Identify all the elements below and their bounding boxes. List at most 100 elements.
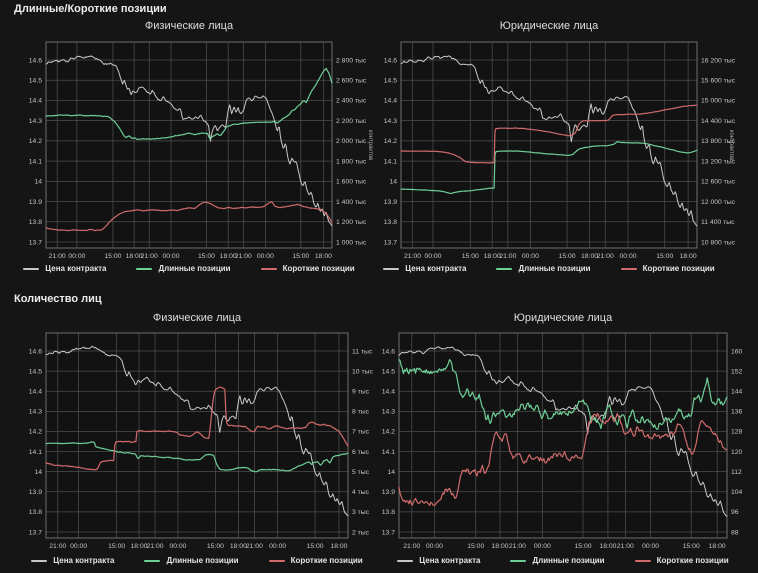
left-tick-label: 14.2: [29, 138, 42, 145]
legend-line-swatch: [620, 267, 637, 270]
y-axis-left: 14.6 14.5 14.4 14.3 14.2 14.1 14 13.9 13.8 13.7: [29, 348, 42, 536]
legend-label: Длинные позиции: [518, 264, 591, 273]
right-tick-label: 13 200 тыс: [701, 158, 736, 165]
x-tick-label: 18:00: [126, 253, 143, 260]
left-tick-label: 14: [34, 179, 42, 186]
grid: [46, 42, 332, 248]
right-tick-label: 11 400 тыс: [701, 219, 735, 226]
series-long: [45, 67, 333, 140]
legend-label: Цена контракта: [405, 264, 467, 273]
left-tick-label: 13.8: [29, 509, 42, 516]
x-tick-label: 15:00: [104, 253, 121, 260]
legend-line-swatch: [268, 559, 285, 562]
grid: [399, 333, 727, 538]
right-tick-label: 2 600 тыс: [336, 78, 367, 85]
left-tick-label: 14.4: [29, 389, 42, 396]
x-tick-label: 00:00: [620, 253, 637, 260]
x-tick-label: 00:00: [68, 253, 85, 260]
right-tick-label: 13 800 тыс: [701, 138, 736, 145]
grid: [401, 42, 697, 248]
x-tick-label: 21:00: [499, 253, 516, 260]
section-header-counts: Количество лиц: [14, 293, 102, 305]
x-tick-label: 00:00: [162, 253, 179, 260]
legend-label: Цена контракта: [45, 264, 107, 273]
left-tick-label: 14.6: [382, 348, 395, 355]
right-tick-label: 9 тыс: [352, 389, 370, 396]
chart-canvas: 14.6 14.5 14.4 14.3 14.2 14.1 14 13.9 13.8 13.7 16…: [382, 332, 743, 550]
right-tick-label: 112: [731, 469, 742, 476]
chart-legend: Цена контракта Длинные позиции Короткие по…: [23, 264, 355, 273]
right-tick-label: 10 тыс: [352, 368, 373, 375]
left-tick-label: 14.2: [382, 429, 395, 436]
x-tick-label: 18:00: [581, 253, 598, 260]
x-tick-label: 00:00: [424, 253, 441, 260]
legend-label: Короткие позиции: [282, 264, 355, 273]
legend-line-swatch: [144, 559, 161, 562]
series-long: [400, 141, 698, 195]
chart-title: Физические лица: [144, 20, 234, 32]
chart-canvas: 14.6 14.5 14.4 14.3 14.2 14.1 14 13.9 13.8 13.7 16…: [384, 41, 736, 260]
right-tick-label: 10 800 тыс: [701, 239, 736, 246]
legend-label: Длинные позиции: [532, 556, 605, 565]
x-tick-label: 15:00: [108, 543, 125, 550]
x-tick-label: 18:00: [220, 253, 237, 260]
x-tick-label: 18:00: [230, 543, 247, 550]
x-tick-label: 15:00: [462, 253, 479, 260]
left-tick-label: 13.9: [382, 489, 395, 496]
y-axis-right: 11 тыс 10 тыс 9 тыс 8 тыс 7 тыс 6 тыс 5 тыс 4 т…: [352, 348, 373, 536]
chart-positions-individuals: Физические лица 14.6 14.5 14.4 14.3 14.2 14.1…: [0, 16, 379, 293]
right-tick-label: 120: [731, 449, 743, 456]
legend-line-swatch: [260, 267, 277, 270]
chart-legend: Цена контракта Длинные позиции Короткие по…: [31, 556, 363, 565]
x-tick-label: 18:00: [315, 253, 332, 260]
legend-label: Короткие позиции: [656, 556, 729, 565]
legend-line-swatch: [634, 559, 651, 562]
x-tick-label: 18:00: [599, 543, 616, 550]
x-tick-label: 15:00: [467, 543, 484, 550]
grid: [46, 333, 348, 538]
left-tick-label: 13.7: [382, 529, 395, 536]
x-tick-label: 15:00: [683, 543, 700, 550]
legend-line-swatch: [31, 559, 48, 562]
right-tick-label: 3 тыс: [352, 509, 370, 516]
left-tick-label: 14.4: [382, 389, 395, 396]
left-tick-label: 13.8: [384, 219, 397, 226]
section-header-positions: Длинные/Короткие позиции: [14, 3, 167, 15]
x-tick-label: 21:00: [246, 543, 263, 550]
legend-item-long: Длинные позиции: [510, 556, 605, 565]
series-price: [45, 345, 349, 517]
legend-item-price: Цена контракта: [397, 556, 480, 565]
x-tick-label: 15:00: [307, 543, 324, 550]
chart-counts-legal-entities: Юридические лица 14.6 14.5 14.4 14.3 14.2 14.…: [379, 306, 758, 573]
x-tick-label: 21:00: [147, 543, 164, 550]
left-tick-label: 14.3: [29, 118, 42, 125]
right-tick-label: 144: [731, 389, 743, 396]
x-tick-label: 21:00: [509, 543, 526, 550]
legend-line-swatch: [510, 559, 527, 562]
left-tick-label: 14: [389, 179, 397, 186]
right-tick-label: 12 600 тыс: [701, 179, 736, 186]
chart-title: Юридические лица: [513, 312, 613, 324]
left-tick-label: 14.4: [29, 98, 42, 105]
left-tick-label: 14.5: [384, 78, 397, 85]
right-tick-label: 104: [731, 489, 743, 496]
legend-item-short: Короткие позиции: [620, 264, 715, 273]
left-tick-label: 14.1: [382, 449, 395, 456]
x-tick-label: 18:00: [131, 543, 148, 550]
chart-positions-legal-entities: Юридические лица 14.6 14.5 14.4 14.3 14.2 14.…: [379, 16, 758, 293]
x-tick-label: 00:00: [522, 253, 539, 260]
chart-title: Физические лица: [152, 312, 242, 324]
legend-item-price: Цена контракта: [383, 264, 466, 273]
x-tick-label: 21:00: [404, 253, 421, 260]
chart-legend: Цена контракта Длинные позиции Короткие по…: [397, 556, 729, 565]
series-price: [400, 55, 698, 227]
x-tick-label: 15:00: [656, 253, 673, 260]
legend-item-long: Длинные позиции: [144, 556, 239, 565]
y-axis-right: 2 800 тыс 2 600 тыс 2 400 тыс 2 200 тыс 2 00…: [336, 57, 367, 246]
left-tick-label: 14.3: [382, 409, 395, 416]
right-tick-label: 1 400 тыс: [336, 199, 367, 206]
right-tick-label: 136: [731, 409, 743, 416]
right-tick-label: 15 600 тыс: [701, 78, 736, 85]
right-axis-title: контрактов: [367, 130, 373, 161]
